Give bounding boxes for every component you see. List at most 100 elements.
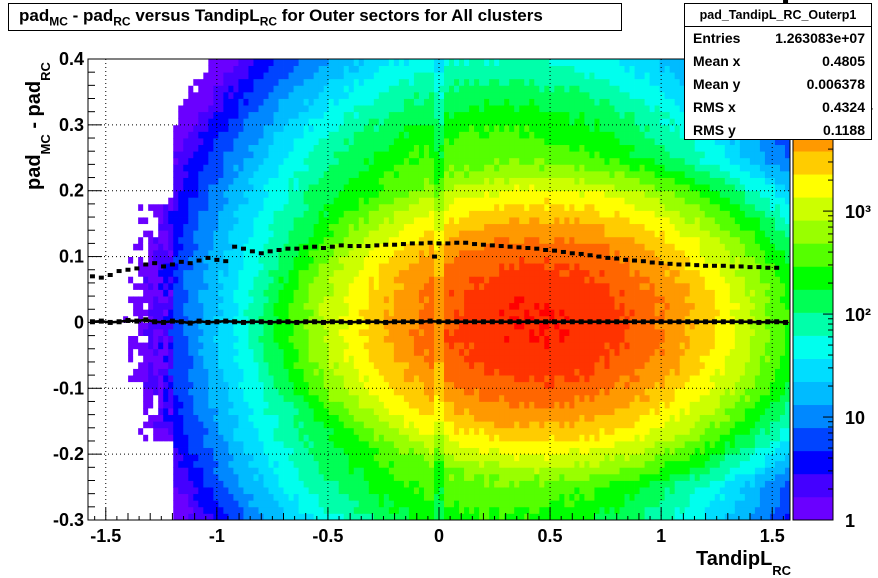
heatmap-cell	[348, 170, 355, 178]
heatmap-cell	[98, 256, 104, 264]
heatmap-cell	[113, 263, 119, 271]
heatmap-cell	[128, 473, 134, 481]
heatmap-cell	[88, 118, 94, 126]
heatmap-cell	[233, 500, 239, 508]
heatmap-cell	[233, 184, 239, 192]
heatmap-cell	[333, 249, 340, 257]
heatmap-cell	[128, 203, 134, 211]
heatmap-cell	[208, 513, 214, 521]
heatmap-cell	[288, 309, 294, 317]
heatmap-cell	[178, 91, 184, 99]
heatmap-cell	[343, 421, 350, 429]
heatmap-cell	[378, 335, 385, 343]
heatmap-cell	[373, 460, 380, 468]
heatmap-cell	[198, 335, 204, 343]
heatmap-cell	[313, 217, 320, 225]
heatmap-cell	[433, 381, 440, 389]
heatmap-cell	[103, 487, 109, 495]
heatmap-cell	[258, 500, 264, 508]
heatmap-cell	[253, 157, 259, 165]
heatmap-cell	[173, 335, 179, 343]
heatmap-cell	[313, 421, 320, 429]
heatmap-cell	[333, 315, 340, 323]
heatmap-cell	[118, 59, 124, 66]
heatmap-cell	[333, 296, 340, 304]
heatmap-cell	[178, 111, 184, 119]
heatmap-cell	[243, 164, 249, 172]
heatmap-cell	[143, 236, 149, 244]
heatmap-cell	[223, 184, 229, 192]
heatmap-cell	[313, 78, 320, 86]
heatmap-cell	[328, 467, 335, 475]
heatmap-cell	[358, 342, 365, 350]
heatmap-cell	[188, 408, 194, 416]
heatmap-cell	[153, 118, 159, 126]
heatmap-cell	[413, 348, 420, 356]
heatmap-cell	[343, 381, 350, 389]
heatmap-cell	[278, 296, 284, 304]
heatmap-cell	[348, 447, 355, 455]
heatmap-cell	[439, 144, 445, 152]
heatmap-cell	[328, 309, 335, 317]
heatmap-cell	[358, 118, 365, 126]
heatmap-cell	[413, 361, 420, 369]
heatmap-cell	[373, 203, 380, 211]
heatmap-cell	[193, 342, 199, 350]
heatmap-cell	[293, 138, 299, 146]
heatmap-cell	[283, 289, 289, 297]
heatmap-cell	[408, 170, 415, 178]
heatmap-cell	[368, 111, 375, 119]
heatmap-cell	[428, 144, 435, 152]
heatmap-cell	[323, 131, 330, 139]
heatmap-cell	[428, 138, 435, 146]
heatmap-cell	[348, 72, 355, 80]
heatmap-cell	[363, 282, 370, 290]
heatmap-cell	[423, 184, 430, 192]
heatmap-cell	[368, 59, 375, 66]
heatmap-cell	[408, 302, 415, 310]
heatmap-cell	[243, 506, 249, 514]
heatmap-cell	[243, 249, 249, 257]
heatmap-cell	[163, 164, 169, 172]
heatmap-cell	[373, 322, 380, 330]
heatmap-cell	[288, 401, 294, 409]
heatmap-cell	[243, 157, 249, 165]
heatmap-cell	[358, 78, 365, 86]
heatmap-cell	[348, 335, 355, 343]
heatmap-cell	[118, 302, 124, 310]
heatmap-cell	[348, 329, 355, 336]
heatmap-cell	[133, 394, 139, 402]
heatmap-cell	[253, 276, 259, 284]
heatmap-cell	[368, 434, 375, 442]
heatmap-cell	[423, 151, 430, 159]
heatmap-cell	[358, 375, 365, 383]
heatmap-cell	[198, 289, 204, 297]
heatmap-cell	[158, 394, 164, 402]
heatmap-cell	[303, 124, 310, 132]
heatmap-cell	[303, 440, 310, 448]
heatmap-cell	[218, 105, 224, 113]
heatmap-cell	[408, 454, 415, 462]
heatmap-cell	[113, 434, 119, 442]
heatmap-cell	[343, 72, 350, 80]
heatmap-cell	[188, 91, 194, 99]
heatmap-cell	[158, 164, 164, 172]
heatmap-cell	[288, 322, 294, 330]
heatmap-cell	[358, 302, 365, 310]
heatmap-cell	[373, 289, 380, 297]
heatmap-cell	[183, 315, 189, 323]
heatmap-cell	[363, 361, 370, 369]
heatmap-cell	[128, 487, 134, 495]
heatmap-cell	[158, 78, 164, 86]
heatmap-cell	[153, 460, 159, 468]
heatmap-cell	[228, 91, 234, 99]
heatmap-cell	[428, 361, 435, 369]
heatmap-cell	[378, 506, 385, 514]
heatmap-cell	[243, 111, 249, 119]
heatmap-cell	[368, 65, 375, 73]
heatmap-cell	[393, 473, 400, 481]
heatmap-cell	[223, 243, 229, 251]
heatmap-cell	[98, 210, 104, 218]
heatmap-cell	[278, 197, 284, 205]
heatmap-cell	[338, 421, 345, 429]
